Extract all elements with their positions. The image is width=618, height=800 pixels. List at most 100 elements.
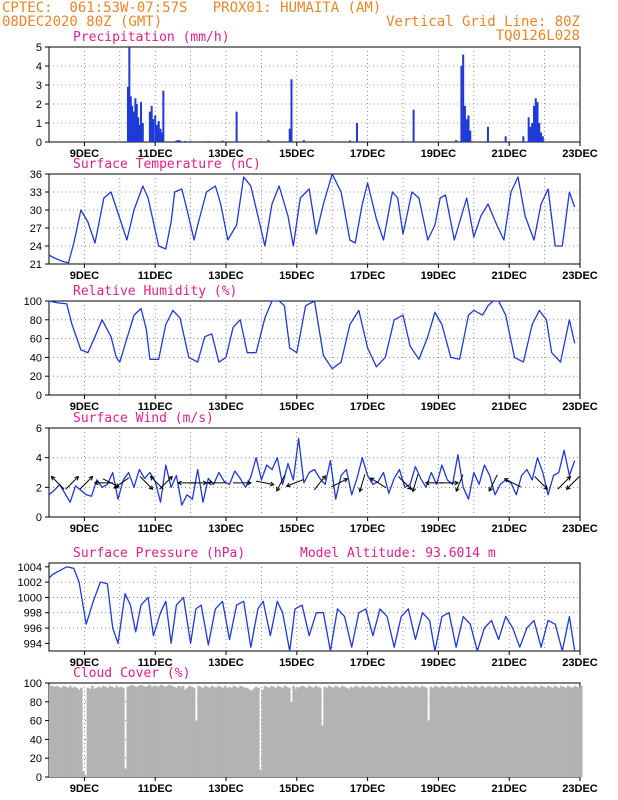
cloud-bar xyxy=(230,687,234,777)
cloud-bar xyxy=(49,685,52,777)
x-tick-label: 13DEC xyxy=(208,523,244,535)
cloud-bar xyxy=(290,701,293,777)
header-model-id: TQ0126L028 xyxy=(495,28,580,44)
wind-arrow-head xyxy=(276,486,281,492)
y-tick-label: 33 xyxy=(30,187,42,199)
precip-bar xyxy=(462,54,465,142)
cloud-bar xyxy=(400,685,404,777)
cloud-bar xyxy=(195,720,198,777)
cloud-bar xyxy=(403,686,406,777)
precip-bar xyxy=(135,104,138,142)
cloud-bar xyxy=(515,686,519,777)
y-tick-label: 80 xyxy=(30,315,42,327)
cloud-bar xyxy=(128,685,132,777)
wind-arrow-shaft xyxy=(256,480,274,486)
cloud-bar xyxy=(407,685,411,777)
wind-arrow-head xyxy=(269,481,275,487)
precip-bar xyxy=(412,109,415,142)
cloud-bar xyxy=(473,685,477,777)
wind-arrow-shaft xyxy=(398,476,412,490)
cloud-bar xyxy=(188,685,191,777)
wind-arrow-shaft xyxy=(139,476,154,490)
cloud-bar xyxy=(248,689,251,777)
y-tick-label: 4 xyxy=(36,453,42,465)
cloud-bar xyxy=(197,685,200,777)
cloud-bar xyxy=(416,686,419,777)
cloud-bar xyxy=(529,686,532,777)
cloud-bar xyxy=(201,687,205,777)
cloud-bar xyxy=(226,687,229,777)
cloud-bar xyxy=(108,685,112,777)
cloud-bar xyxy=(299,686,302,777)
x-tick-label: 9DEC xyxy=(70,657,99,669)
cloud-bar xyxy=(356,686,360,777)
y-tick-label: 5 xyxy=(36,42,42,54)
precip-bar xyxy=(529,126,532,142)
wind-arrow-head xyxy=(207,480,212,486)
wind-arrow-shaft xyxy=(455,474,464,492)
panel-frame xyxy=(48,173,581,265)
cloud-bar xyxy=(285,686,289,777)
cloud-bar xyxy=(522,686,526,777)
wind-arrow-head xyxy=(50,475,56,481)
wind-arrow-shaft xyxy=(286,479,304,487)
precip-bar xyxy=(207,141,210,142)
cloud-bar xyxy=(491,687,495,777)
cloud-bar xyxy=(524,687,528,777)
y-tick-label: 0 xyxy=(36,137,42,149)
cloud-bar xyxy=(420,685,424,777)
wind-arrow-head xyxy=(177,480,182,486)
cloud-bar xyxy=(60,687,63,777)
cloud-bar xyxy=(206,686,209,777)
precip-bar xyxy=(460,66,463,142)
cloud-bar xyxy=(139,684,143,777)
wind-arrow-head xyxy=(488,486,493,492)
cloud-bar xyxy=(568,686,572,777)
cloud-bar xyxy=(73,686,76,777)
precip-bar xyxy=(463,105,466,142)
x-tick-label: 19DEC xyxy=(421,523,457,535)
cloud-bar xyxy=(480,685,484,777)
cloud-bar xyxy=(383,686,386,777)
cloud-bar xyxy=(571,687,574,777)
precip-bar xyxy=(348,140,351,142)
precip-bar xyxy=(157,121,160,142)
cloud-bar xyxy=(265,686,269,777)
precip-bar xyxy=(402,141,404,142)
cloud-bar xyxy=(102,685,105,777)
wind-arrow-shaft xyxy=(51,476,65,490)
cloud-bar xyxy=(166,685,169,777)
y-tick-label: 100 xyxy=(24,678,42,690)
x-tick-label: 15DEC xyxy=(279,401,315,413)
cloud-bar xyxy=(343,686,346,777)
cloud-bar xyxy=(55,685,59,777)
x-tick-label: 13DEC xyxy=(208,148,244,160)
cloud-bar xyxy=(542,686,545,777)
cloud-bar xyxy=(237,687,240,777)
x-tick-label: 9DEC xyxy=(70,523,99,535)
wind-arrow-shaft xyxy=(331,478,348,488)
cloud-bar xyxy=(303,686,307,777)
cloud-bar xyxy=(82,771,85,777)
wind-arrow-shaft xyxy=(79,476,93,490)
cloud-bar xyxy=(456,686,459,777)
precip-bar xyxy=(132,111,135,142)
series-line xyxy=(48,566,576,652)
wind-arrow-head xyxy=(424,480,430,486)
cloud-bar xyxy=(363,686,366,777)
cloud-bar xyxy=(208,687,211,777)
cloud-bar xyxy=(148,684,152,777)
cloud-bar xyxy=(186,687,189,777)
series-line xyxy=(48,300,576,370)
cloud-bar xyxy=(467,685,470,777)
x-tick-label: 15DEC xyxy=(279,657,315,669)
cloud-bar xyxy=(95,687,99,777)
series-line xyxy=(48,437,576,506)
cloud-bar xyxy=(314,685,318,777)
x-tick-label: 11DEC xyxy=(138,148,173,160)
cloud-bar xyxy=(391,687,395,777)
cloud-bar xyxy=(170,685,174,777)
cloud-bar xyxy=(179,686,183,777)
wind-arrow-shaft xyxy=(276,474,286,492)
cloud-bar xyxy=(396,686,399,777)
